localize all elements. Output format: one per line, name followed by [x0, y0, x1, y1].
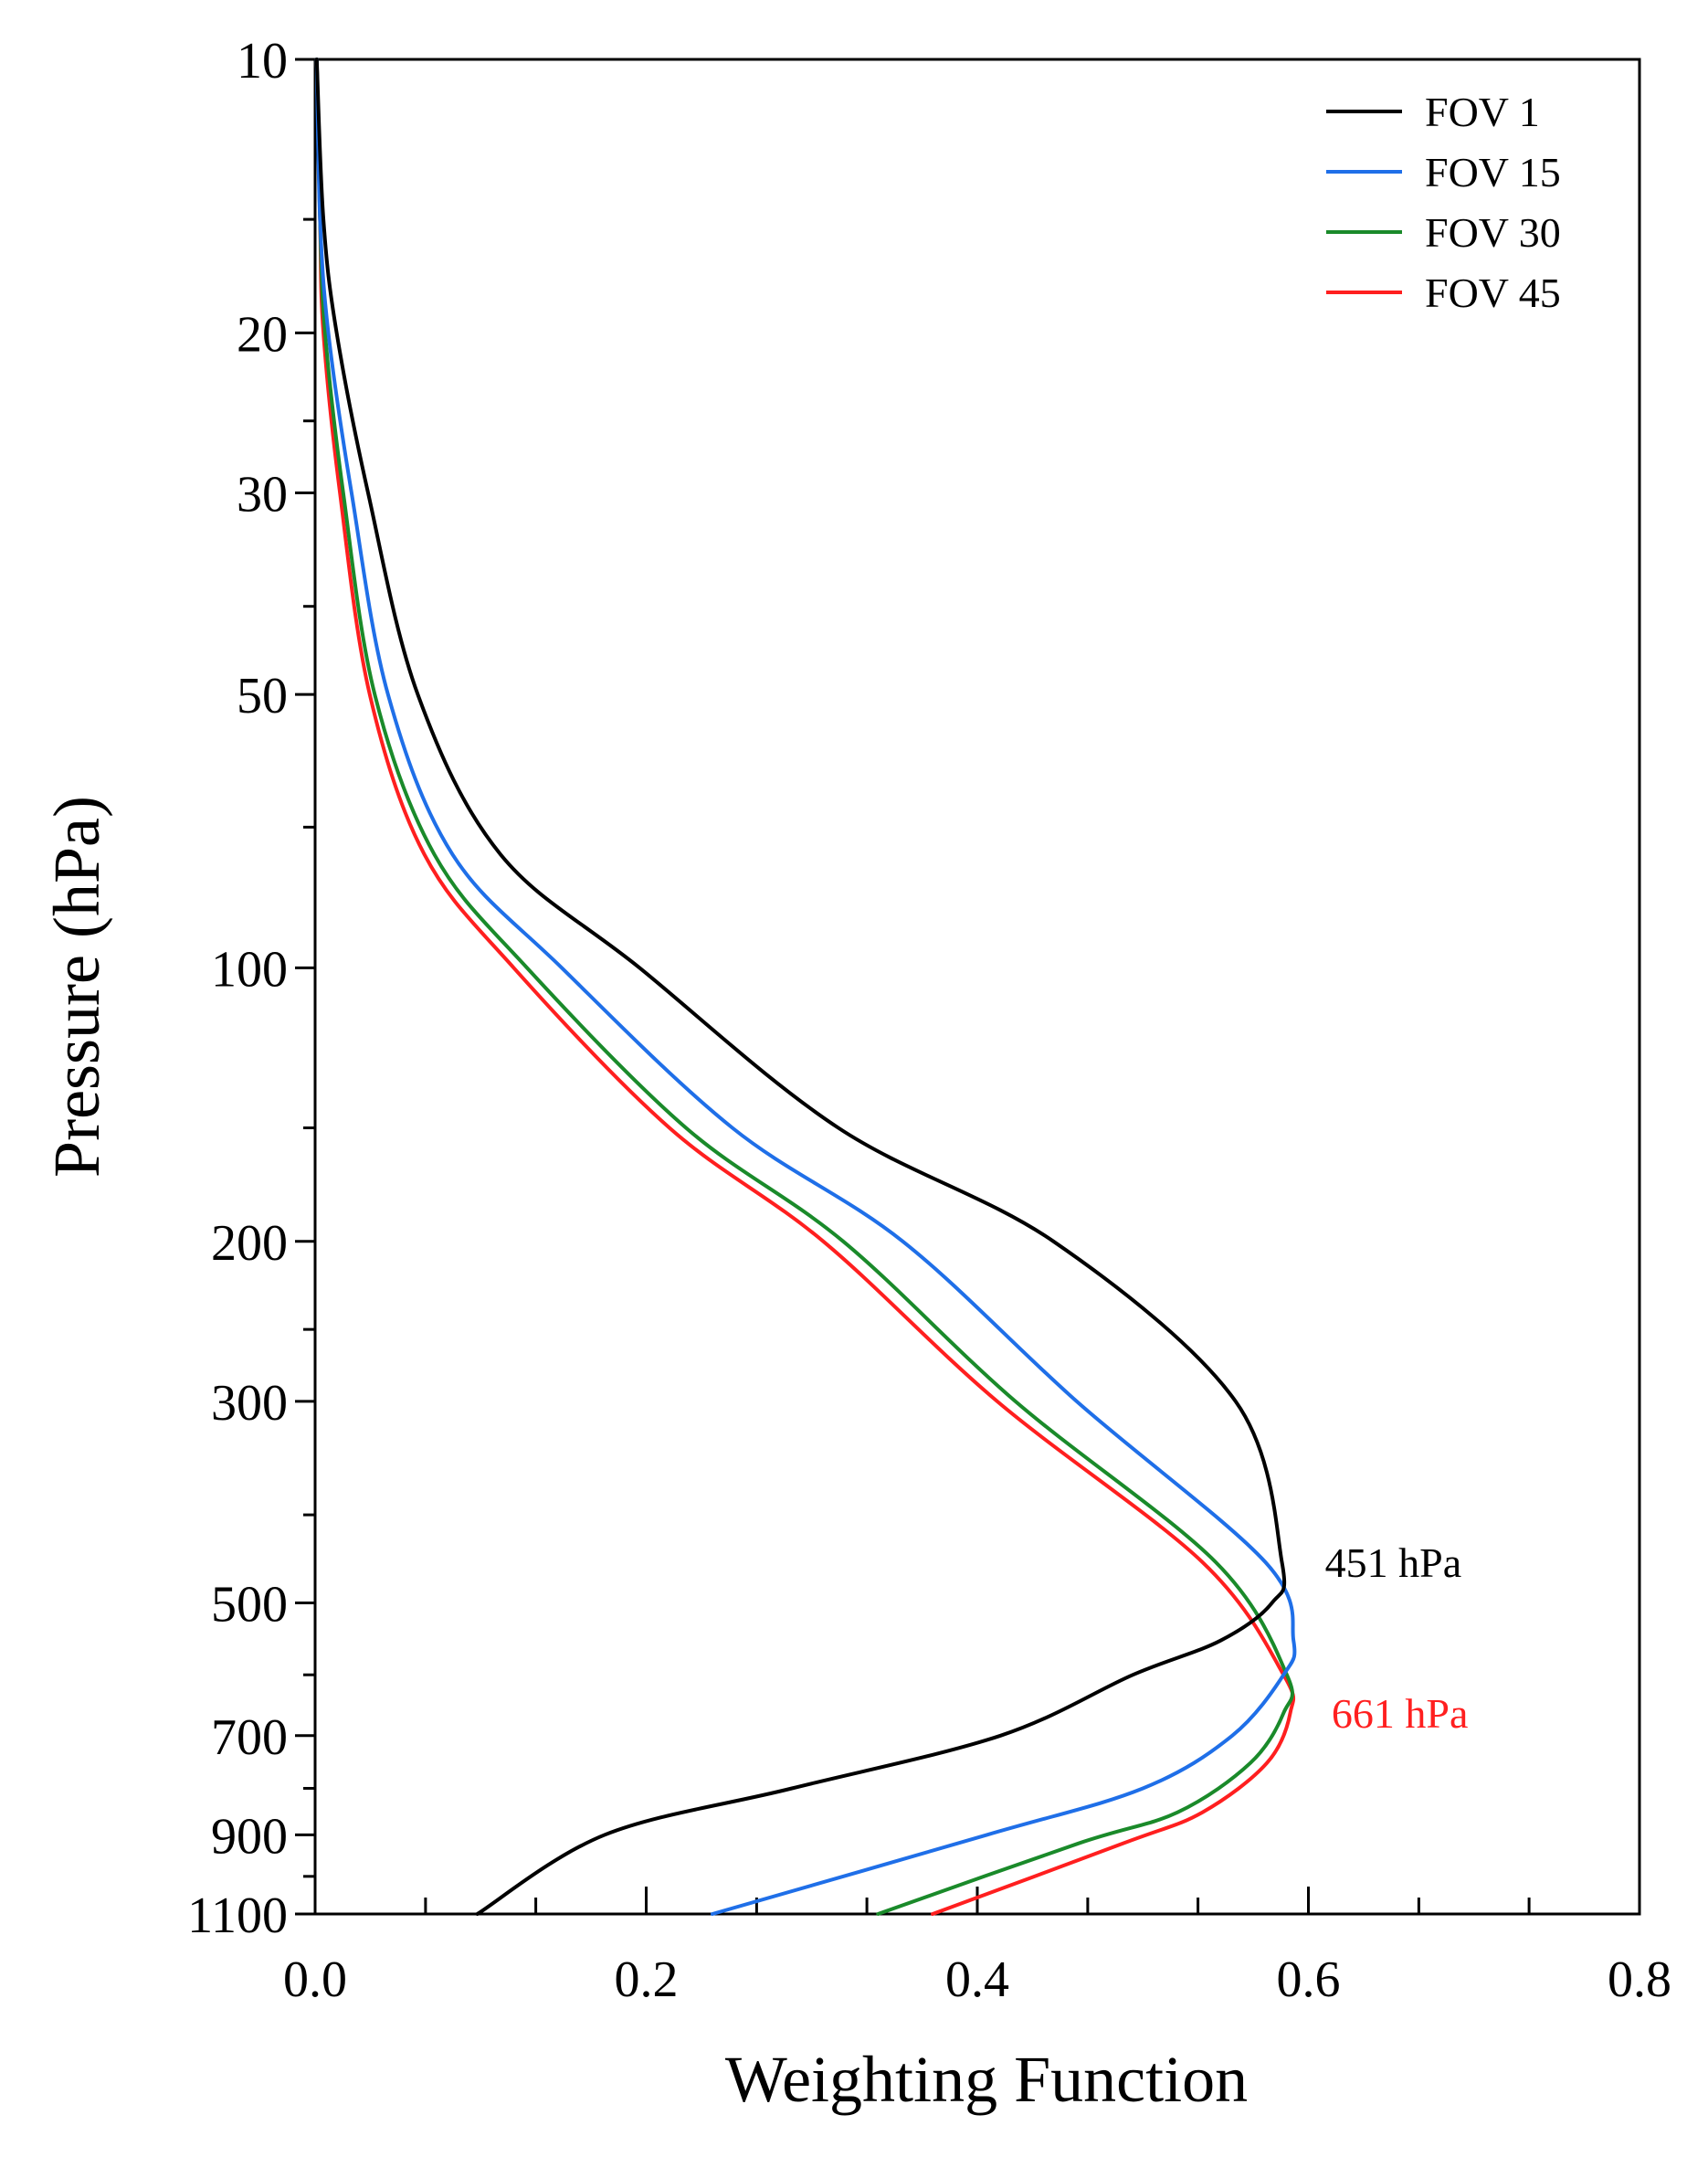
y-tick-label: 900: [211, 1808, 288, 1865]
y-tick-label: 1100: [187, 1887, 288, 1944]
series-line-fov-30: [314, 58, 1294, 1916]
y-tick-label: 500: [211, 1576, 288, 1633]
x-tick-label: 0.2: [615, 1951, 679, 2008]
legend-label-fov-15: FOV 15: [1425, 149, 1561, 196]
annotation-label: 661 hPa: [1332, 1690, 1469, 1737]
x-tick-label: 0.4: [945, 1951, 1009, 2008]
y-axis-ticks: 10 20 30 50 100 200 300 500 700 900 1100: [187, 33, 315, 1944]
series-line-fov-45: [314, 58, 1296, 1916]
x-tick-label: 0.0: [283, 1951, 347, 2008]
x-axis-title: Weighting Function: [725, 2043, 1248, 2116]
legend-label-fov-45: FOV 45: [1425, 270, 1561, 316]
legend-label-fov-30: FOV 30: [1425, 209, 1561, 256]
plot-frame: [313, 58, 1641, 1916]
x-tick-label: 0.6: [1277, 1951, 1341, 2008]
y-tick-label: 100: [211, 941, 288, 998]
y-tick-label: 300: [211, 1375, 288, 1432]
y-tick-label: 10: [237, 33, 288, 90]
y-tick-label: 200: [211, 1215, 288, 1272]
x-tick-label: 0.8: [1608, 1951, 1671, 2008]
legend: FOV 1 FOV 15 FOV 30 FOV 45: [1326, 89, 1561, 316]
series-line-fov-1: [314, 58, 1287, 1916]
y-tick-label: 30: [237, 466, 288, 523]
y-tick-label: 700: [211, 1709, 288, 1766]
legend-label-fov-1: FOV 1: [1425, 89, 1540, 135]
series-lines: [314, 58, 1297, 1916]
y-axis-title: Pressure (hPa): [40, 796, 113, 1178]
series-line-fov-15: [314, 58, 1297, 1916]
y-tick-label: 20: [237, 306, 288, 363]
annotation-label: 451 hPa: [1325, 1539, 1462, 1586]
annotations: 451 hPa 661 hPa: [1325, 1539, 1469, 1737]
y-tick-label: 50: [237, 668, 288, 724]
